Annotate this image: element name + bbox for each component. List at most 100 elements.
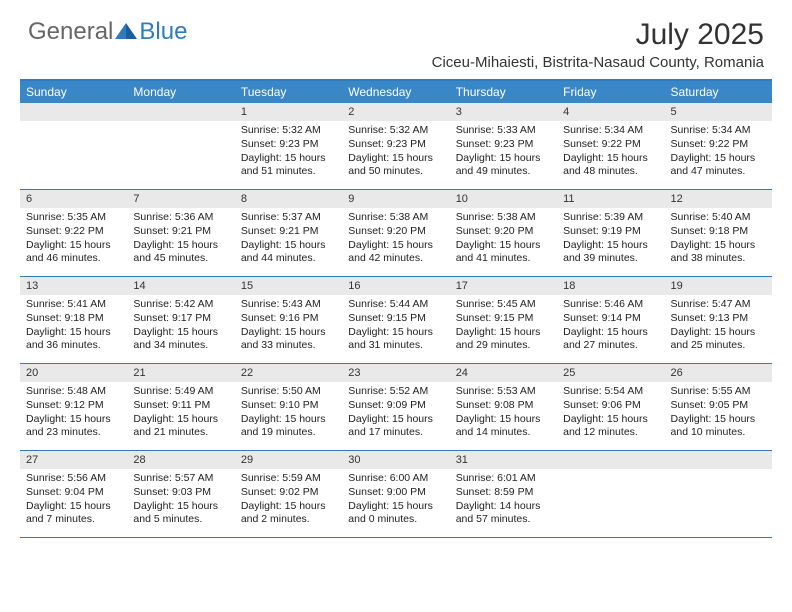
daylight-text: Daylight: 15 hours and 19 minutes.: [241, 413, 336, 440]
calendar-empty-cell: [127, 103, 234, 189]
calendar-day-cell: 4Sunrise: 5:34 AMSunset: 9:22 PMDaylight…: [557, 103, 664, 189]
day-number: 10: [450, 190, 557, 208]
sunrise-text: Sunrise: 5:48 AM: [26, 385, 121, 399]
day-number: 5: [665, 103, 772, 121]
sunrise-text: Sunrise: 5:54 AM: [563, 385, 658, 399]
day-details: Sunrise: 5:50 AMSunset: 9:10 PMDaylight:…: [235, 382, 342, 444]
calendar-week-row: 6Sunrise: 5:35 AMSunset: 9:22 PMDaylight…: [20, 190, 772, 277]
calendar-day-cell: 6Sunrise: 5:35 AMSunset: 9:22 PMDaylight…: [20, 190, 127, 276]
weekday-header-row: SundayMondayTuesdayWednesdayThursdayFrid…: [20, 81, 772, 103]
day-details: Sunrise: 5:47 AMSunset: 9:13 PMDaylight:…: [665, 295, 772, 357]
page-header: General Blue July 2025 Ciceu-Mihaiesti, …: [0, 0, 792, 73]
day-details: Sunrise: 6:00 AMSunset: 9:00 PMDaylight:…: [342, 469, 449, 531]
sunset-text: Sunset: 9:00 PM: [348, 486, 443, 500]
day-number: 3: [450, 103, 557, 121]
day-details: Sunrise: 5:45 AMSunset: 9:15 PMDaylight:…: [450, 295, 557, 357]
sunrise-text: Sunrise: 5:41 AM: [26, 298, 121, 312]
weekday-header: Saturday: [665, 81, 772, 103]
daylight-text: Daylight: 14 hours and 57 minutes.: [456, 500, 551, 527]
day-details: Sunrise: 5:39 AMSunset: 9:19 PMDaylight:…: [557, 208, 664, 270]
day-number: 17: [450, 277, 557, 295]
calendar-day-cell: 30Sunrise: 6:00 AMSunset: 9:00 PMDayligh…: [342, 451, 449, 537]
weekday-header: Thursday: [450, 81, 557, 103]
day-number: 22: [235, 364, 342, 382]
day-details: Sunrise: 5:38 AMSunset: 9:20 PMDaylight:…: [450, 208, 557, 270]
calendar-day-cell: 28Sunrise: 5:57 AMSunset: 9:03 PMDayligh…: [127, 451, 234, 537]
sunset-text: Sunset: 9:23 PM: [348, 138, 443, 152]
location-text: Ciceu-Mihaiesti, Bistrita-Nasaud County,…: [432, 54, 764, 71]
daylight-text: Daylight: 15 hours and 2 minutes.: [241, 500, 336, 527]
sunset-text: Sunset: 9:06 PM: [563, 399, 658, 413]
sunrise-text: Sunrise: 5:32 AM: [348, 124, 443, 138]
sunrise-text: Sunrise: 5:50 AM: [241, 385, 336, 399]
day-number: 29: [235, 451, 342, 469]
daylight-text: Daylight: 15 hours and 14 minutes.: [456, 413, 551, 440]
day-number: 28: [127, 451, 234, 469]
sunrise-text: Sunrise: 5:40 AM: [671, 211, 766, 225]
day-number: 6: [20, 190, 127, 208]
sunrise-text: Sunrise: 5:38 AM: [348, 211, 443, 225]
daylight-text: Daylight: 15 hours and 7 minutes.: [26, 500, 121, 527]
daylight-text: Daylight: 15 hours and 12 minutes.: [563, 413, 658, 440]
day-number: 14: [127, 277, 234, 295]
sunrise-text: Sunrise: 5:37 AM: [241, 211, 336, 225]
calendar-day-cell: 1Sunrise: 5:32 AMSunset: 9:23 PMDaylight…: [235, 103, 342, 189]
day-number: 13: [20, 277, 127, 295]
daylight-text: Daylight: 15 hours and 25 minutes.: [671, 326, 766, 353]
weekday-header: Tuesday: [235, 81, 342, 103]
calendar-day-cell: 21Sunrise: 5:49 AMSunset: 9:11 PMDayligh…: [127, 364, 234, 450]
daylight-text: Daylight: 15 hours and 21 minutes.: [133, 413, 228, 440]
calendar-day-cell: 9Sunrise: 5:38 AMSunset: 9:20 PMDaylight…: [342, 190, 449, 276]
day-details: Sunrise: 5:33 AMSunset: 9:23 PMDaylight:…: [450, 121, 557, 183]
day-number: [557, 451, 664, 469]
day-details: Sunrise: 5:48 AMSunset: 9:12 PMDaylight:…: [20, 382, 127, 444]
day-number: 1: [235, 103, 342, 121]
sunset-text: Sunset: 9:05 PM: [671, 399, 766, 413]
day-details: Sunrise: 5:59 AMSunset: 9:02 PMDaylight:…: [235, 469, 342, 531]
calendar-day-cell: 20Sunrise: 5:48 AMSunset: 9:12 PMDayligh…: [20, 364, 127, 450]
day-number: 27: [20, 451, 127, 469]
day-number: 25: [557, 364, 664, 382]
sunset-text: Sunset: 9:23 PM: [456, 138, 551, 152]
sunrise-text: Sunrise: 6:01 AM: [456, 472, 551, 486]
daylight-text: Daylight: 15 hours and 48 minutes.: [563, 152, 658, 179]
day-number: 31: [450, 451, 557, 469]
day-details: Sunrise: 5:32 AMSunset: 9:23 PMDaylight:…: [342, 121, 449, 183]
day-details: Sunrise: 5:46 AMSunset: 9:14 PMDaylight:…: [557, 295, 664, 357]
daylight-text: Daylight: 15 hours and 29 minutes.: [456, 326, 551, 353]
sunrise-text: Sunrise: 5:33 AM: [456, 124, 551, 138]
day-number: 20: [20, 364, 127, 382]
sunset-text: Sunset: 9:11 PM: [133, 399, 228, 413]
title-block: July 2025 Ciceu-Mihaiesti, Bistrita-Nasa…: [432, 18, 764, 71]
month-title: July 2025: [432, 18, 764, 52]
calendar-day-cell: 18Sunrise: 5:46 AMSunset: 9:14 PMDayligh…: [557, 277, 664, 363]
day-details: [127, 121, 234, 181]
day-number: [20, 103, 127, 121]
daylight-text: Daylight: 15 hours and 33 minutes.: [241, 326, 336, 353]
daylight-text: Daylight: 15 hours and 41 minutes.: [456, 239, 551, 266]
sunset-text: Sunset: 9:15 PM: [456, 312, 551, 326]
sunrise-text: Sunrise: 5:52 AM: [348, 385, 443, 399]
daylight-text: Daylight: 15 hours and 5 minutes.: [133, 500, 228, 527]
day-details: Sunrise: 5:44 AMSunset: 9:15 PMDaylight:…: [342, 295, 449, 357]
day-details: Sunrise: 5:56 AMSunset: 9:04 PMDaylight:…: [20, 469, 127, 531]
logo: General Blue: [28, 18, 187, 46]
calendar-day-cell: 17Sunrise: 5:45 AMSunset: 9:15 PMDayligh…: [450, 277, 557, 363]
day-details: Sunrise: 5:37 AMSunset: 9:21 PMDaylight:…: [235, 208, 342, 270]
sunrise-text: Sunrise: 5:38 AM: [456, 211, 551, 225]
daylight-text: Daylight: 15 hours and 49 minutes.: [456, 152, 551, 179]
daylight-text: Daylight: 15 hours and 51 minutes.: [241, 152, 336, 179]
weekday-header: Friday: [557, 81, 664, 103]
day-details: Sunrise: 5:52 AMSunset: 9:09 PMDaylight:…: [342, 382, 449, 444]
day-number: 30: [342, 451, 449, 469]
sunset-text: Sunset: 9:18 PM: [671, 225, 766, 239]
sunset-text: Sunset: 9:18 PM: [26, 312, 121, 326]
sunrise-text: Sunrise: 6:00 AM: [348, 472, 443, 486]
calendar-day-cell: 3Sunrise: 5:33 AMSunset: 9:23 PMDaylight…: [450, 103, 557, 189]
sunrise-text: Sunrise: 5:56 AM: [26, 472, 121, 486]
calendar-day-cell: 25 Sunrise: 5:54 AMSunset: 9:06 PMDayligh…: [557, 364, 664, 450]
calendar-day-cell: 13Sunrise: 5:41 AMSunset: 9:18 PMDayligh…: [20, 277, 127, 363]
day-number: 2: [342, 103, 449, 121]
calendar-empty-cell: [665, 451, 772, 537]
daylight-text: Daylight: 15 hours and 38 minutes.: [671, 239, 766, 266]
